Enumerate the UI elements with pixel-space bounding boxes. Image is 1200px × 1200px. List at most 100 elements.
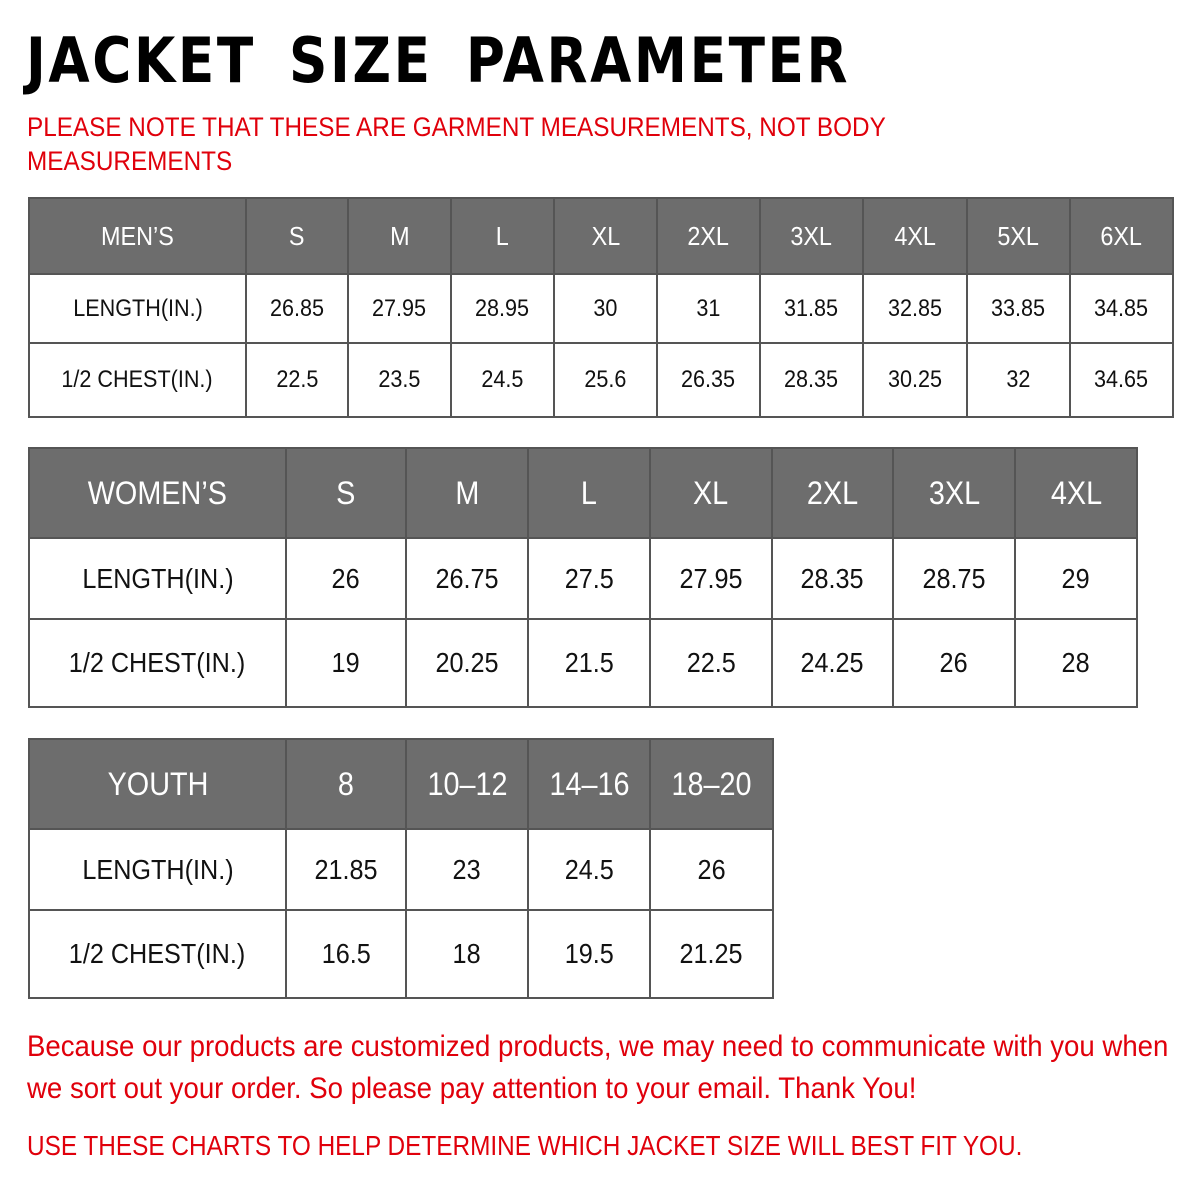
cell-text: 1/2 CHEST(IN.) <box>61 366 214 393</box>
size-header-cell: 4XL <box>1014 447 1138 539</box>
measurement-cell: 28.35 <box>771 537 894 620</box>
cell-text: 26.75 <box>435 562 499 594</box>
measurement-cell: 28.75 <box>892 537 1016 620</box>
measurement-cell: 24.5 <box>527 828 651 911</box>
cell-text: 21.5 <box>564 647 614 678</box>
measurement-cell: 31 <box>656 273 761 344</box>
cell-text: 24.5 <box>481 366 524 393</box>
measurement-cell: 23.5 <box>347 342 452 418</box>
size-header-cell: S <box>285 447 407 539</box>
cell-text: MEN’S <box>101 220 174 251</box>
cell-text: 6XL <box>1100 220 1143 251</box>
size-header-cell: 2XL <box>656 197 761 275</box>
measurement-cell: 26.35 <box>656 342 761 418</box>
cell-text: 1/2 CHEST(IN.) <box>69 647 246 678</box>
cell-text: 19.5 <box>564 938 614 969</box>
table-header-row: YOUTH 8 10–12 14–16 18–20 <box>28 738 774 830</box>
cell-text: 22.5 <box>686 647 736 678</box>
measurement-cell: 30 <box>553 273 658 344</box>
cell-text: 22.5 <box>275 366 319 393</box>
measurement-cell: 26 <box>649 828 774 911</box>
cell-text: XL <box>693 474 729 511</box>
cell-text: L <box>495 220 510 251</box>
measurement-cell: 29 <box>1014 537 1138 620</box>
measurement-cell: 20.25 <box>405 618 529 708</box>
cell-text: 3XL <box>790 220 833 251</box>
cell-text: 21.25 <box>679 938 744 969</box>
size-header-cell: 3XL <box>892 447 1016 539</box>
row-label-cell: 1/2 CHEST(IN.) <box>28 342 247 418</box>
measurement-cell: 24.25 <box>771 618 894 708</box>
size-header-cell: L <box>450 197 555 275</box>
size-header-cell: XL <box>553 197 658 275</box>
table-header-row: WOMEN’S S M L XL 2XL 3XL 4XL <box>28 447 1138 539</box>
measurement-cell: 26 <box>892 618 1016 708</box>
youth-size-table: YOUTH 8 10–12 14–16 18–20 LENGTH(IN.) 21.85 23 2… <box>28 738 774 999</box>
size-header-cell: 14–16 <box>527 738 651 830</box>
table-row: LENGTH(IN.) 26.85 27.95 28.95 30 31 31.85 32.85… <box>28 273 1174 344</box>
measurement-cell: 22.5 <box>245 342 349 418</box>
size-header-cell: L <box>527 447 651 539</box>
cell-text: 27.95 <box>679 562 743 594</box>
measurement-cell: 26 <box>285 537 407 620</box>
row-label-cell: LENGTH(IN.) <box>28 537 287 620</box>
cell-text: 14–16 <box>548 765 630 802</box>
page-title: JACKET SIZE PARAMETER <box>26 24 851 97</box>
measurement-cell: 30.25 <box>862 342 968 418</box>
table-title-cell: WOMEN’S <box>28 447 287 539</box>
measurement-cell: 22.5 <box>649 618 773 708</box>
measurement-cell: 26.75 <box>405 537 529 620</box>
cell-text: 29 <box>1061 562 1091 594</box>
measurement-cell: 21.85 <box>285 828 407 911</box>
size-header-cell: 3XL <box>759 197 864 275</box>
table-header-row: MEN’S S M L XL 2XL 3XL 4XL 5XL 6XL <box>28 197 1174 275</box>
cell-text: 21.85 <box>314 853 378 885</box>
measurement-cell: 34.85 <box>1069 273 1174 344</box>
cell-text: S <box>289 220 305 251</box>
size-header-cell: 8 <box>285 738 407 830</box>
cell-text: 28.95 <box>475 294 530 322</box>
cell-text: 28.75 <box>922 562 986 594</box>
cell-text: 4XL <box>894 220 936 251</box>
cell-text: 34.65 <box>1094 366 1149 393</box>
measurement-cell: 28 <box>1014 618 1138 708</box>
measurement-cell: 21.5 <box>527 618 651 708</box>
measurement-cell: 32 <box>966 342 1071 418</box>
cell-text: 32 <box>1006 366 1031 393</box>
row-label-cell: LENGTH(IN.) <box>28 828 287 911</box>
cell-text: 25.6 <box>584 366 627 393</box>
cell-text: 23.5 <box>378 366 421 393</box>
cell-text: 26.35 <box>681 366 736 393</box>
measurement-cell: 28.95 <box>450 273 555 344</box>
size-header-cell: 18–20 <box>649 738 774 830</box>
size-header-cell: S <box>245 197 349 275</box>
cell-text: 33.85 <box>991 294 1046 322</box>
row-label-cell: LENGTH(IN.) <box>28 273 247 344</box>
cell-text: 1/2 CHEST(IN.) <box>69 938 246 969</box>
cell-text: 18 <box>452 938 482 969</box>
table-title-cell: MEN’S <box>28 197 247 275</box>
table-row: 1/2 CHEST(IN.) 19 20.25 21.5 22.5 24.25 26 28 <box>28 618 1138 708</box>
cell-text: LENGTH(IN.) <box>81 853 234 885</box>
measurement-cell: 31.85 <box>759 273 864 344</box>
cell-text: 16.5 <box>321 938 371 969</box>
measurement-cell: 18 <box>405 909 529 999</box>
measurement-cell: 34.65 <box>1069 342 1174 418</box>
cell-text: 19 <box>331 647 361 678</box>
cell-text: 5XL <box>997 220 1040 251</box>
measurement-cell: 19.5 <box>527 909 651 999</box>
cell-text: 3XL <box>928 474 980 511</box>
cell-text: LENGTH(IN.) <box>81 562 234 594</box>
customization-message: Because our products are customized prod… <box>27 1030 1169 1105</box>
table-row: LENGTH(IN.) 21.85 23 24.5 26 <box>28 828 774 911</box>
size-header-cell: 5XL <box>966 197 1071 275</box>
cell-text: 23 <box>452 853 482 885</box>
cell-text: 26.85 <box>269 294 325 322</box>
cell-text: 31.85 <box>784 294 839 322</box>
cell-text: 30.25 <box>887 366 943 393</box>
cell-text: 26 <box>331 562 361 594</box>
cell-text: 28.35 <box>800 562 865 594</box>
measurement-cell: 27.95 <box>649 537 773 620</box>
measurement-cell: 27.95 <box>347 273 452 344</box>
cell-text: M <box>455 474 479 511</box>
